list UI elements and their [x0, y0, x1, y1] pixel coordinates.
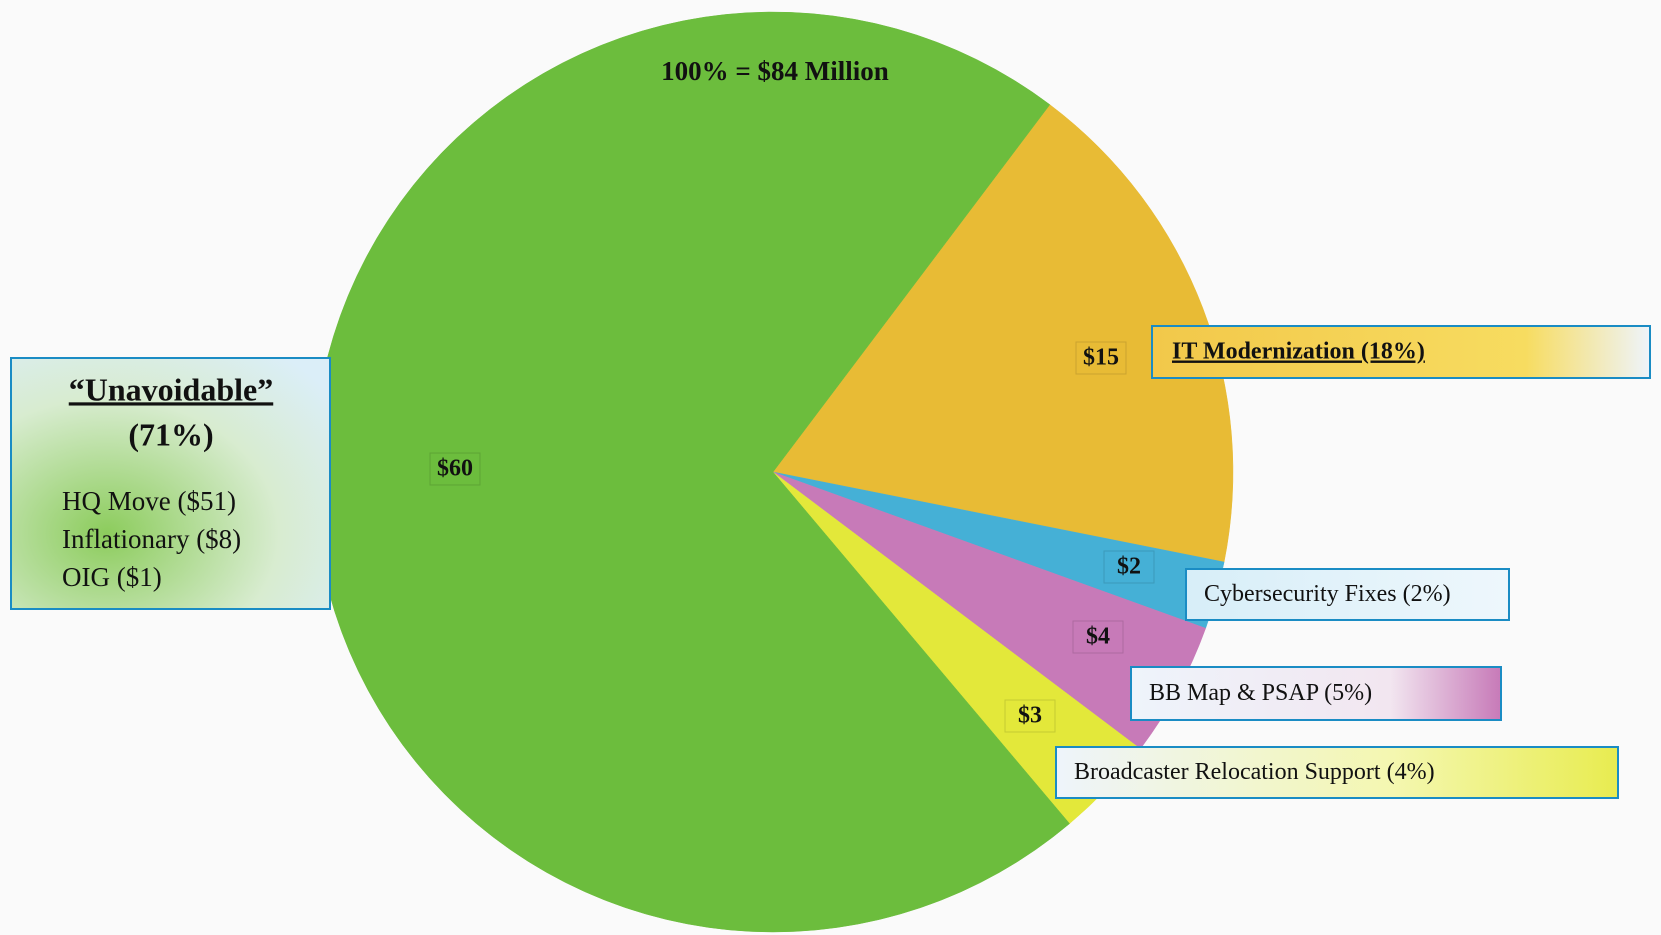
value-label: $3: [1018, 703, 1042, 729]
pie: [312, 11, 1234, 933]
chart-title: 100% = $84 Million: [661, 56, 889, 86]
callout-label: BB Map & PSAP (5%): [1149, 680, 1372, 706]
callout-box: [1151, 325, 1651, 379]
callout-box: [1130, 666, 1502, 721]
value-label-bg: [1072, 620, 1124, 654]
value-label: $15: [1083, 345, 1119, 371]
callout-box: [1185, 568, 1510, 621]
callout-item: OIG ($1): [62, 562, 162, 592]
value-label: $2: [1117, 554, 1141, 580]
value-label-bg: [429, 452, 481, 486]
pie-slice: [772, 104, 1234, 563]
value-label-bg: [1103, 550, 1155, 584]
value-label-bg: [1004, 699, 1056, 733]
value-label-bg: [1075, 341, 1127, 375]
value-label: $60: [437, 456, 473, 482]
callout-label: Broadcaster Relocation Support (4%): [1074, 759, 1435, 785]
callout-box: [1055, 746, 1619, 799]
callout-item: HQ Move ($51): [62, 486, 236, 516]
callout-share: (71%): [128, 416, 213, 452]
callout-title: “Unavoidable”: [69, 371, 273, 407]
value-label: $4: [1086, 624, 1110, 650]
callout-box: [10, 357, 331, 610]
callout-label: IT Modernization (18%): [1172, 339, 1425, 365]
callout-label: Cybersecurity Fixes (2%): [1204, 581, 1451, 607]
callout-item: Inflationary ($8): [62, 524, 241, 554]
